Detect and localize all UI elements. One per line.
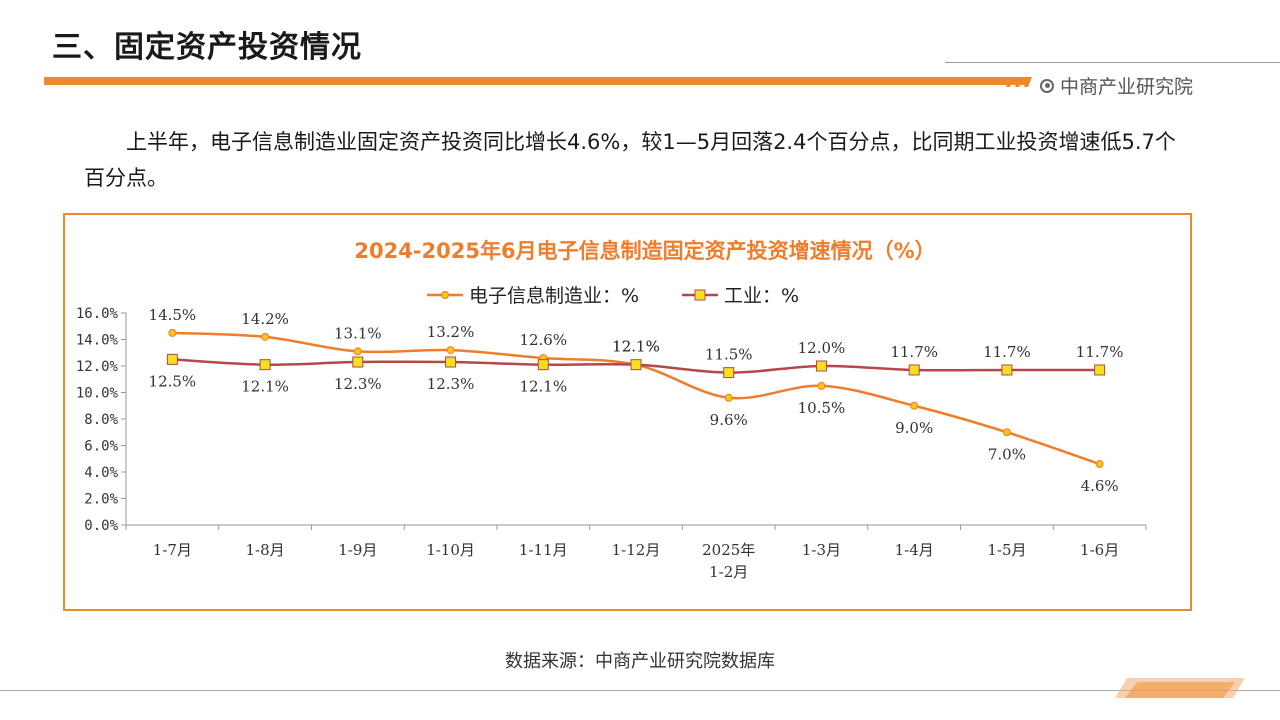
x-tick-label: 1-3月 [802,541,841,559]
data-source: 数据来源：中商产业研究院数据库 [505,651,775,672]
data-point-electronics [1002,428,1011,437]
footer-divider [0,690,1280,691]
data-label-electronics: 9.0% [895,419,933,437]
x-tick-label: 1-2月 [709,563,748,581]
data-label-electronics: 14.2% [241,310,289,328]
y-tick-label: 16.0% [76,306,119,322]
data-label-electronics: 13.2% [427,323,475,341]
data-point-industry [1094,364,1106,376]
y-tick-label: 14.0% [76,333,119,349]
data-point-electronics [1095,460,1104,469]
x-tick-label: 1-8月 [246,541,285,559]
data-point-industry [908,364,920,376]
data-label-industry: 12.1% [241,378,289,396]
data-point-electronics [910,401,919,410]
y-tick-label: 0.0% [84,518,118,534]
data-label-electronics: 13.1% [334,324,382,342]
y-tick-label: 12.0% [76,359,119,375]
x-tick-label: 1-12月 [612,541,661,559]
legend-marker-0 [441,291,449,299]
data-label-electronics: 12.1% [612,338,660,356]
body-paragraph: 上半年，电子信息制造业固定资产投资同比增长4.6%，较1—5月回落2.4个百分点… [84,130,1176,190]
data-label-industry: 11.7% [1076,343,1124,361]
data-point-industry [445,356,457,368]
x-tick-label: 1-9月 [338,541,377,559]
brand-logo: 中商产业研究院 [1040,72,1193,99]
brand-circle-icon [1040,78,1054,93]
x-tick-label: 1-11月 [519,541,568,559]
data-label-industry: 12.1% [519,378,567,396]
data-label-industry: 11.7% [890,343,938,361]
data-point-industry [815,360,827,372]
footer-stripes-decoration [1115,678,1245,698]
y-tick-label: 4.0% [84,465,118,481]
y-tick-label: 2.0% [84,492,118,508]
y-tick-label: 6.0% [84,439,118,455]
line-chart: 2024-2025年6月电子信息制造固定资产投资增速情况（%） 电子信息制造业：%… [76,239,1147,581]
data-label-industry: 12.3% [427,375,475,393]
data-point-industry [723,367,735,379]
data-label-industry: 12.3% [334,375,382,393]
x-tick-label: 2025年 [702,541,755,559]
data-point-electronics [446,346,455,355]
header-stripes-decoration [1006,77,1032,87]
data-point-industry [259,359,271,371]
data-label-industry: 12.5% [149,372,197,390]
y-tick-label: 10.0% [76,386,119,402]
x-tick-label: 1-5月 [987,541,1026,559]
legend-label-0: 电子信息制造业：% [469,285,639,307]
data-label-electronics: 12.6% [519,331,567,349]
data-label-industry: 11.5% [705,346,753,364]
data-point-industry [1001,364,1013,376]
data-label-electronics: 4.6% [1081,477,1119,495]
data-point-electronics [261,332,270,341]
data-point-industry [537,359,549,371]
data-point-electronics [168,328,177,337]
data-label-electronics: 9.6% [710,411,748,429]
legend-label-1: 工业：% [724,285,799,307]
page-title: 三、固定资产投资情况 [52,30,362,65]
data-point-electronics [724,393,733,402]
data-label-electronics: 7.0% [988,445,1026,463]
header-divider-line [945,62,1280,63]
y-tick-label: 8.0% [84,412,118,428]
x-tick-label: 1-4月 [895,541,934,559]
x-tick-label: 1-10月 [426,541,475,559]
x-tick-label: 1-7月 [153,541,192,559]
data-label-industry: 12.1% [612,338,660,356]
data-point-industry [352,356,364,368]
header-accent-bar [44,77,1029,85]
data-point-industry [166,353,178,365]
legend-marker-1 [694,289,706,301]
data-label-industry: 12.0% [798,339,846,357]
data-point-industry [630,359,642,371]
data-label-industry: 11.7% [983,343,1031,361]
data-label-electronics: 10.5% [798,399,846,417]
x-tick-label: 1-6月 [1080,541,1119,559]
chart-container: 2024-2025年6月电子信息制造固定资产投资增速情况（%） 电子信息制造业：%… [63,213,1192,611]
data-point-electronics [353,347,362,356]
data-point-electronics [817,381,826,390]
data-label-electronics: 14.5% [149,306,197,324]
brand-name: 中商产业研究院 [1060,76,1194,98]
chart-title: 2024-2025年6月电子信息制造固定资产投资增速情况（%） [354,239,935,263]
